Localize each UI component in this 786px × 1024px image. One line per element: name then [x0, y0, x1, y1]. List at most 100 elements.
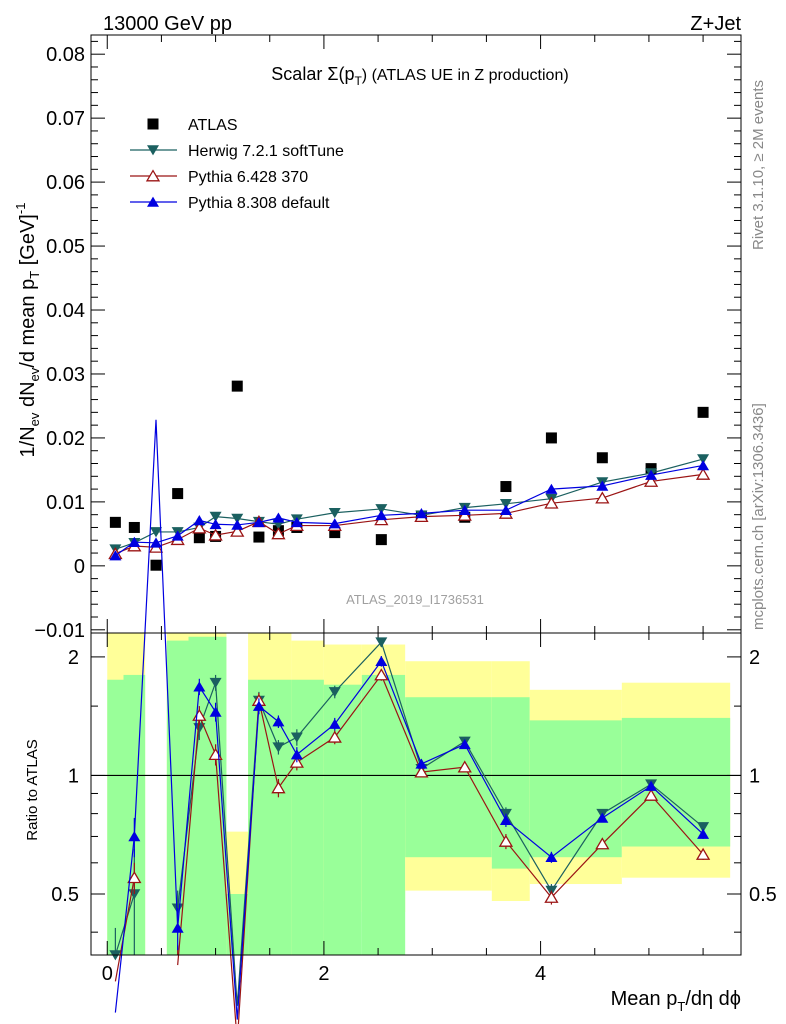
legend-marker	[147, 118, 159, 130]
legend-marker	[145, 169, 161, 182]
ratio-point	[171, 922, 184, 933]
data-point	[128, 521, 140, 533]
data-point	[252, 516, 265, 528]
data-point	[271, 527, 286, 540]
data-point	[193, 532, 205, 544]
ratio-point	[290, 732, 303, 743]
data-point	[109, 516, 121, 528]
ratio-point	[695, 847, 711, 860]
main-y-tick-label: 0.07	[46, 108, 85, 130]
data-point	[596, 480, 609, 491]
ratio-point	[457, 760, 472, 773]
legend-label: Pythia 6.428 370	[188, 169, 308, 186]
x-tick-label: 2	[318, 963, 329, 985]
ratio-point	[128, 831, 141, 842]
inner-band	[578, 720, 622, 858]
legend-label: ATLAS	[188, 117, 238, 134]
data-point	[545, 483, 558, 494]
ratio-point	[328, 718, 341, 729]
ratio-point	[414, 765, 429, 778]
data-point	[172, 488, 184, 500]
inner-band	[323, 684, 362, 955]
ratio-y-tick-label-right: 0.5	[749, 884, 777, 906]
data-point	[415, 508, 428, 519]
data-point	[231, 380, 243, 392]
inner-band	[248, 679, 292, 955]
data-point	[253, 531, 265, 543]
ratio-point	[193, 681, 206, 692]
inner-band	[107, 679, 124, 955]
mcplots-reference-label: mcplots.cern.ch [arXiv:1306.3436]	[750, 403, 767, 630]
ratio-panel: 0.5 0.5 1 1 2 2 0 2 4 Ratio to ATLAS Mean pT/dη …	[24, 419, 777, 1024]
data-point	[375, 534, 387, 546]
data-point	[697, 454, 710, 465]
ratio-point	[209, 706, 222, 717]
data-point	[328, 507, 341, 519]
data-point	[109, 550, 122, 561]
main-y-tick-label: 0.06	[46, 172, 85, 194]
energy-label: 13000 GeV pp	[103, 13, 232, 35]
main-y-tick-label: 0.01	[46, 492, 85, 514]
ratio-line	[177, 673, 704, 1024]
legend-marker	[147, 196, 159, 207]
inner-band	[166, 640, 189, 955]
ratio-point	[252, 700, 265, 711]
inner-band	[491, 697, 530, 869]
inner-band	[188, 636, 227, 955]
main-y-axis-label: 1/Nev dNev/d mean pT [GeV]-1	[13, 203, 42, 458]
ratio-point	[127, 871, 142, 884]
ratio-point	[458, 738, 471, 750]
data-point	[458, 504, 471, 516]
ratio-series	[109, 419, 711, 1024]
ratio-point	[498, 834, 514, 847]
data-point	[499, 504, 512, 516]
data-point	[695, 467, 711, 480]
ratio-line	[177, 641, 704, 1006]
data-point	[128, 536, 141, 547]
legend-marker	[147, 145, 159, 156]
inner-band	[361, 674, 406, 955]
ratio-point	[272, 742, 285, 753]
data-point	[208, 528, 223, 541]
data-point	[171, 530, 184, 541]
ratio-point	[697, 822, 710, 833]
ratio-point	[643, 788, 659, 801]
ratio-point	[209, 677, 222, 689]
ratio-y-tick-label: 1	[68, 765, 79, 787]
main-y-tick-label: 0.08	[46, 44, 85, 66]
ratio-point	[415, 758, 428, 769]
main-series	[108, 380, 711, 571]
data-point	[545, 432, 557, 444]
data-point	[643, 474, 659, 487]
ratio-axis-ticks: 0.5 0.5 1 1 2 2 0 2 4	[51, 633, 777, 985]
x-tick-label: 0	[102, 963, 113, 985]
ratio-frame	[90, 632, 742, 956]
data-point	[375, 504, 388, 515]
inner-band	[291, 679, 324, 955]
data-point	[596, 452, 608, 464]
data-point	[375, 509, 388, 521]
data-point	[209, 518, 222, 530]
main-y-tick-label: 0.05	[46, 236, 85, 258]
ratio-point	[544, 890, 559, 903]
data-point	[230, 524, 245, 537]
data-point	[231, 513, 244, 524]
ratio-point	[271, 781, 286, 794]
data-point	[150, 527, 162, 538]
ratio-point	[645, 780, 658, 791]
ratio-point	[545, 851, 558, 863]
ratio-point	[499, 814, 512, 825]
main-y-tick-label: 0.04	[46, 300, 85, 322]
ratio-uncertainty-bands	[91, 633, 741, 955]
plot-title: Scalar Σ(pT) (ATLAS UE in Z production)	[271, 64, 568, 88]
ratio-y-tick-label: 2	[68, 647, 79, 669]
ratio-point	[375, 637, 388, 648]
main-y-tick-label: −0.01	[34, 620, 85, 642]
ratio-point	[272, 716, 285, 727]
legend: ATLAS Herwig 7.2.1 softTune Pythia 6.428 3…	[130, 117, 344, 212]
data-point	[697, 406, 709, 418]
main-panel: −0.01 0 0.01 0.02 0.03 0.04 0.05 0.06 0.07 0.08 S…	[13, 34, 742, 642]
main-y-tick-label: 0	[74, 556, 85, 578]
data-point	[290, 516, 303, 528]
ratio-point	[375, 655, 388, 667]
